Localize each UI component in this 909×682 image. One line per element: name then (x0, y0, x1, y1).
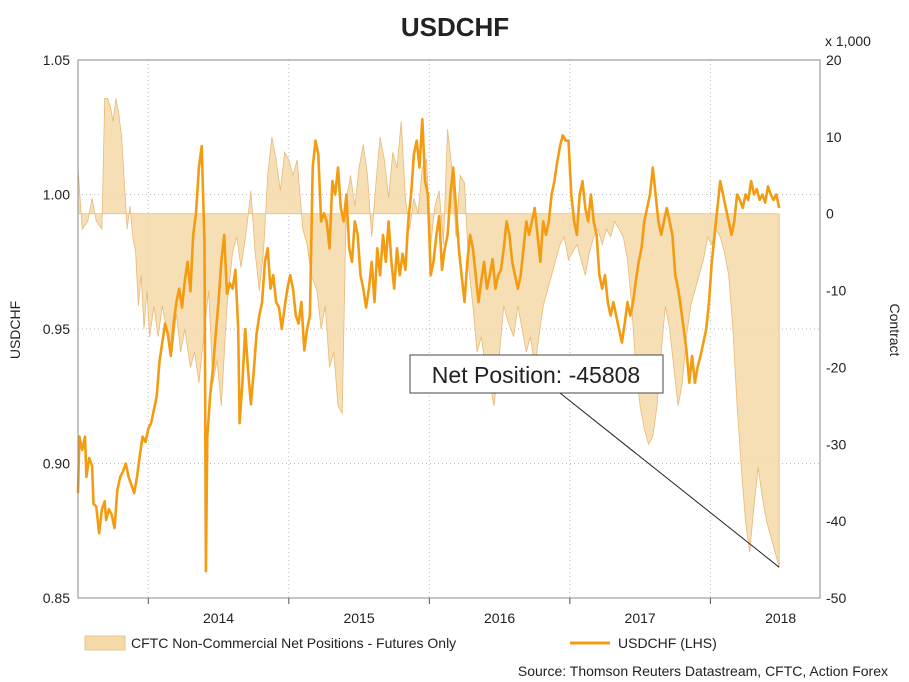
x-tick-label: 2017 (625, 610, 656, 626)
right-tick-label: -10 (826, 283, 846, 299)
plot-frame (77, 59, 821, 599)
x-tick-label: 2016 (484, 610, 515, 626)
legend-label-usdchf: USDCHF (LHS) (618, 635, 717, 651)
left-tick-label: 1.05 (43, 52, 70, 68)
right-tick-label: 0 (826, 206, 834, 222)
legend: CFTC Non-Commercial Net Positions - Futu… (84, 635, 717, 651)
source-note: Source: Thomson Reuters Datastream, CFTC… (518, 663, 888, 679)
legend-label-net-positions: CFTC Non-Commercial Net Positions - Futu… (131, 635, 456, 651)
legend-swatch-net-positions (84, 635, 126, 651)
annotation-text: Net Position: -45808 (432, 362, 640, 388)
left-tick-label: 0.90 (43, 456, 70, 472)
net-position-annotation: Net Position: -45808 (409, 354, 780, 568)
left-tick-label: 0.85 (43, 590, 70, 606)
right-tick-label: -50 (826, 590, 846, 606)
left-tick-label: 1.00 (43, 187, 70, 203)
chart-title: USDCHF (401, 12, 509, 42)
right-tick-label: -40 (826, 513, 846, 529)
x-tick-label: 2014 (203, 610, 234, 626)
right-tick-label: 10 (826, 129, 842, 145)
right-axis-label: Contract (887, 304, 903, 357)
line-usdchf (76, 117, 781, 573)
x-tick-labels: 2014 2015 2016 2017 2018 (147, 598, 796, 626)
right-tick-labels: -50 -40 -30 -20 -10 0 10 20 (826, 52, 846, 606)
right-tick-label: -20 (826, 359, 846, 375)
x-tick-label: 2018 (765, 610, 796, 626)
annotation-pointer (559, 392, 780, 568)
right-unit-label: x 1,000 (825, 33, 871, 49)
grid (78, 59, 820, 599)
left-tick-labels: 0.85 0.90 0.95 1.00 1.05 (43, 52, 70, 606)
left-axis-label: USDCHF (7, 301, 23, 359)
right-tick-label: 20 (826, 52, 842, 68)
usdchf-line (76, 117, 781, 573)
right-tick-label: -30 (826, 436, 846, 452)
annotation-box (409, 354, 664, 394)
area-net-positions (77, 98, 780, 568)
x-tick-label: 2015 (343, 610, 374, 626)
net-positions-area (77, 98, 780, 568)
left-tick-label: 0.95 (43, 321, 70, 337)
